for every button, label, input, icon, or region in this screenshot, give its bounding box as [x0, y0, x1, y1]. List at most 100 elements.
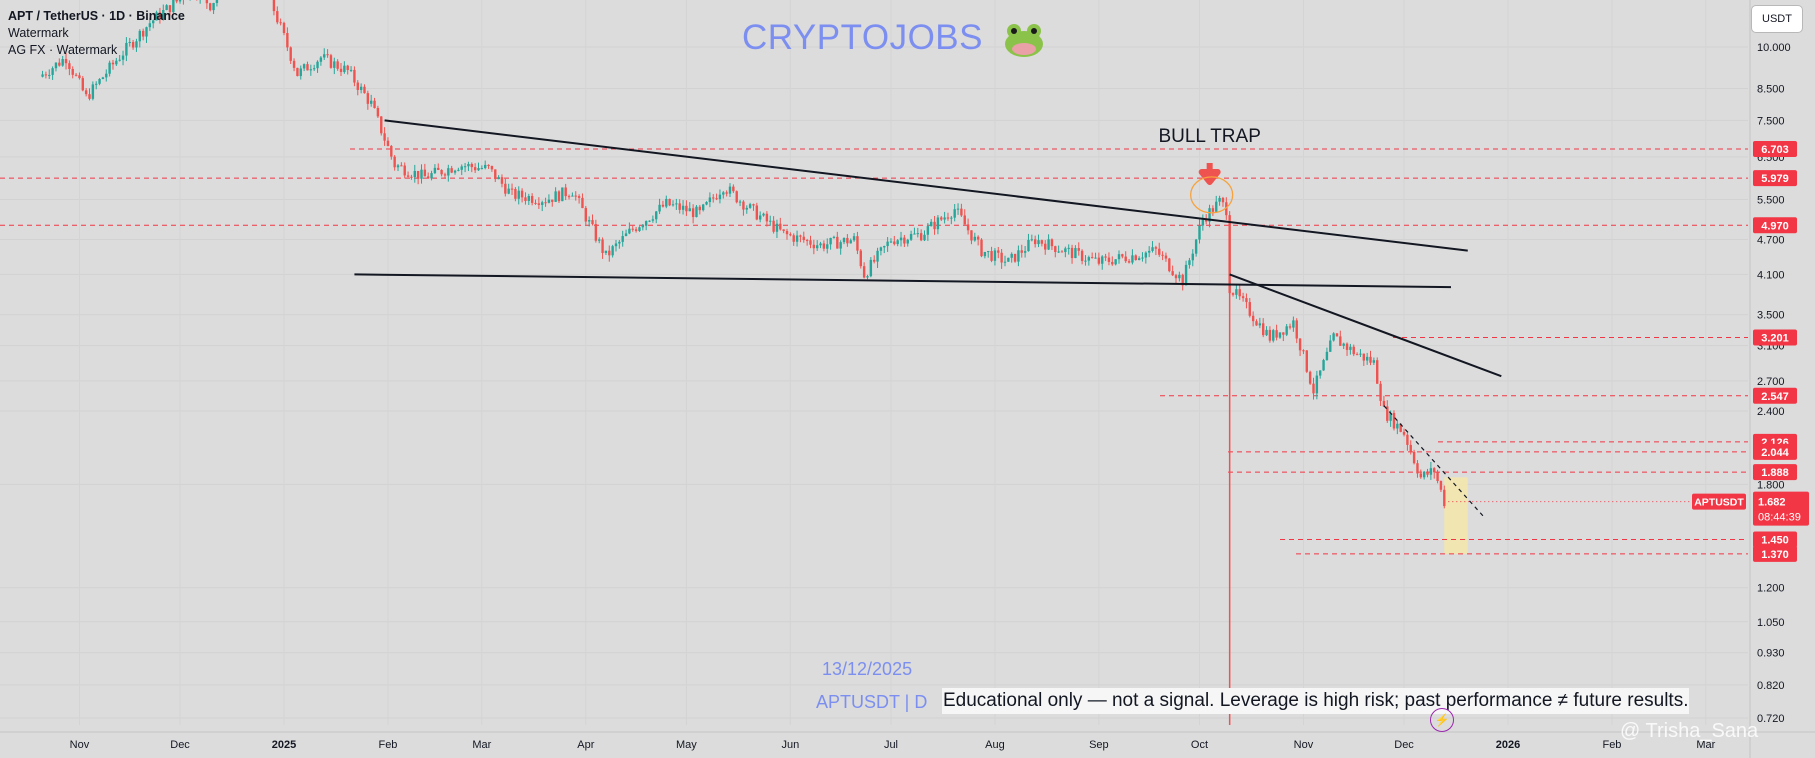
candle-body: [742, 201, 745, 210]
candle-body: [1131, 255, 1134, 263]
candle-body: [490, 166, 494, 170]
candle-body: [457, 169, 460, 171]
candle-body: [1288, 326, 1292, 328]
candle-body: [292, 60, 296, 68]
candle-body: [534, 202, 537, 204]
candle-body: [782, 229, 785, 231]
candle-body: [1392, 412, 1396, 429]
candle-body: [1037, 240, 1040, 245]
candle-body: [1134, 255, 1137, 260]
candle-body: [108, 62, 111, 74]
candle-body: [903, 237, 906, 244]
y-tick-label: 0.720: [1757, 713, 1785, 725]
candle-body: [936, 217, 940, 230]
lightning-icon[interactable]: ⚡: [1430, 708, 1454, 732]
candle-body: [571, 195, 574, 197]
candle-body: [1218, 197, 1221, 202]
candle-body: [366, 93, 370, 104]
candle-body: [695, 206, 698, 218]
candle-body: [866, 276, 869, 278]
candle-body: [906, 239, 909, 244]
candle-body: [722, 192, 725, 195]
candle-body: [973, 236, 977, 241]
candle-body: [1070, 247, 1074, 259]
candle-body: [701, 204, 705, 211]
price-level-label: 3.201: [1761, 333, 1789, 345]
candle-body: [819, 243, 822, 246]
candle-body: [1265, 329, 1268, 336]
candle-body: [423, 169, 427, 177]
y-tick-label: 0.820: [1757, 680, 1785, 692]
candle-body: [698, 206, 702, 211]
currency-button[interactable]: USDT: [1751, 5, 1803, 33]
candle-body: [95, 83, 98, 85]
candle-body: [547, 199, 551, 203]
candle-body: [1137, 258, 1141, 260]
candle-body: [805, 240, 809, 242]
candle-body: [1275, 330, 1278, 338]
candle-body: [470, 164, 473, 168]
candle-body: [1362, 353, 1366, 361]
candle-body: [205, 0, 209, 4]
candle-body: [604, 250, 608, 253]
candle-body: [990, 251, 993, 261]
candle-body: [634, 229, 638, 231]
candle-body: [1054, 246, 1057, 253]
candle-body: [1339, 336, 1342, 346]
candle-body: [175, 0, 178, 2]
candle-body: [665, 198, 668, 207]
candle-body: [1121, 254, 1124, 257]
candle-body: [1255, 321, 1258, 326]
x-tick-label: Sep: [1089, 739, 1109, 751]
price-level-badge: [1753, 387, 1797, 404]
candle-body: [1027, 239, 1030, 252]
candle-body: [1168, 258, 1171, 272]
candle-body: [752, 204, 755, 206]
candle-body: [333, 61, 336, 68]
candle-body: [1111, 261, 1114, 265]
candle-body: [842, 237, 846, 243]
candle-body: [1443, 489, 1446, 507]
candle-body: [1184, 264, 1188, 286]
candle-body: [527, 196, 530, 201]
candle-body: [1020, 250, 1023, 253]
candle-body: [289, 47, 292, 61]
candle-body: [1127, 261, 1131, 263]
candle-body: [896, 240, 899, 245]
candle-body: [765, 213, 769, 222]
candle-body: [155, 12, 158, 21]
current-price-label: 1.682: [1758, 497, 1786, 509]
y-tick-label: 0.930: [1757, 648, 1785, 660]
candle-body: [946, 217, 950, 219]
candle-body: [480, 168, 484, 170]
candle-body: [168, 5, 172, 13]
price-level-label: 2.044: [1761, 447, 1789, 459]
candle-body: [963, 215, 966, 225]
candle-body: [608, 250, 611, 256]
candle-body: [1335, 333, 1339, 337]
candle-body: [145, 27, 148, 37]
candle-body: [983, 251, 987, 257]
candle-body: [1365, 356, 1369, 361]
candle-body: [1174, 275, 1178, 279]
candle-body: [950, 217, 953, 219]
candle-body: [1225, 202, 1228, 216]
candle-body: [410, 176, 413, 178]
candle-body: [141, 30, 145, 37]
candle-body: [970, 230, 973, 241]
candle-body: [598, 239, 601, 241]
candle-body: [326, 54, 329, 56]
brand-text: CRYPTOJOBS: [742, 18, 983, 57]
candle-body: [993, 250, 997, 261]
candle-body: [390, 145, 393, 157]
x-tick-label: Feb: [1602, 739, 1621, 751]
candle-body: [44, 74, 48, 76]
candle-body: [121, 55, 125, 60]
candle-body: [1389, 412, 1392, 421]
price-level-label: 1.888: [1761, 467, 1789, 479]
candle-body: [359, 86, 363, 90]
candle-body: [494, 169, 497, 180]
y-tick-label: 7.500: [1757, 115, 1785, 127]
candle-body: [705, 202, 708, 205]
